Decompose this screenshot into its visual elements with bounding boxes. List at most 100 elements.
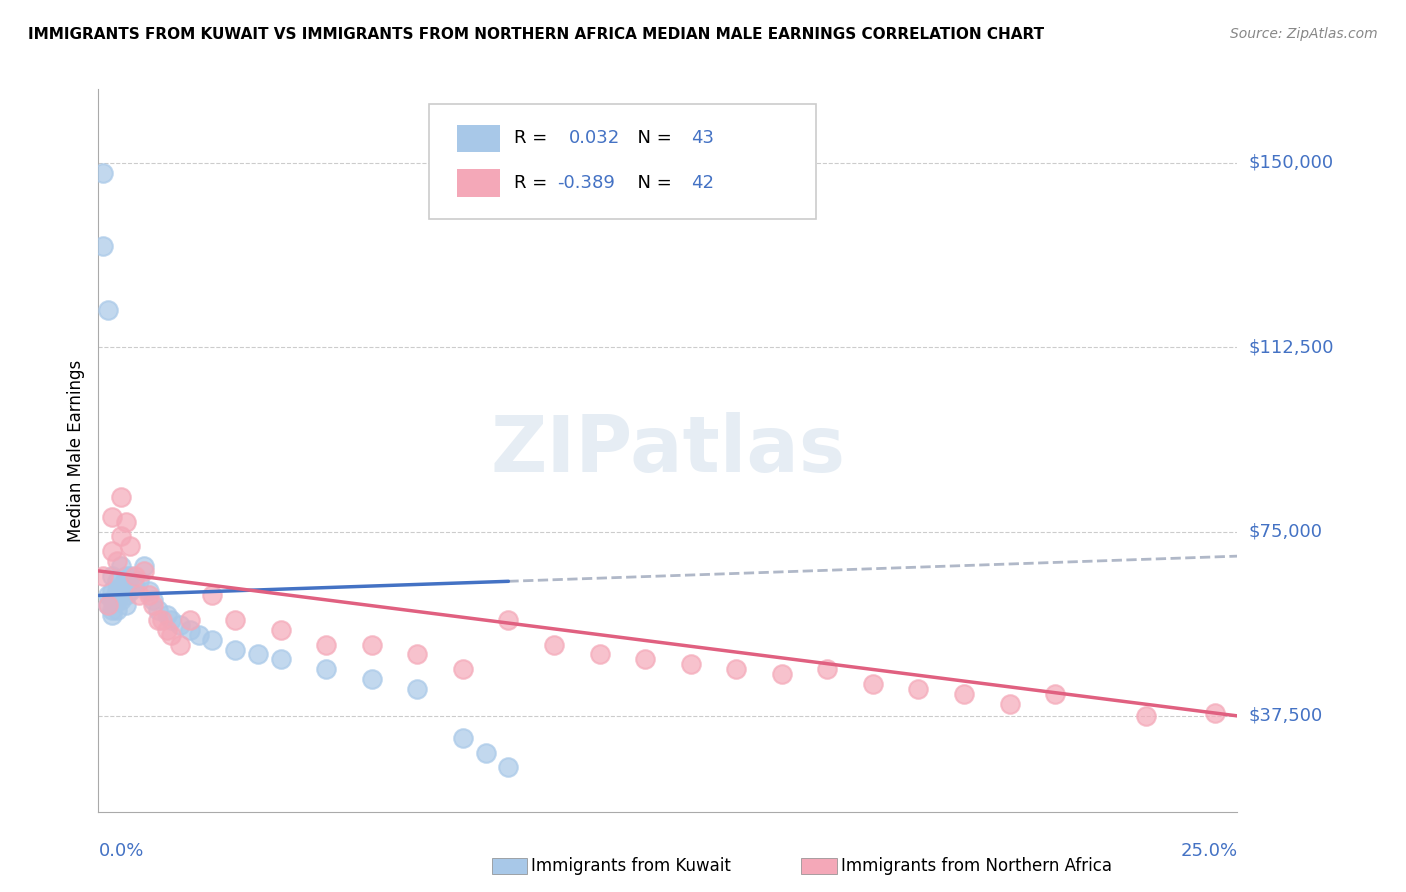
Point [110, 558, 132, 573]
Point [128, 574, 150, 588]
Point [142, 599, 165, 613]
Text: Immigrants from Kuwait: Immigrants from Kuwait [531, 857, 731, 875]
Point [270, 652, 292, 666]
Text: R =: R = [515, 174, 553, 192]
Point [160, 628, 183, 642]
Point [101, 509, 124, 524]
Point [862, 677, 884, 691]
Point [770, 667, 793, 681]
Point [315, 638, 337, 652]
Point [160, 613, 183, 627]
Point [634, 652, 657, 666]
Point [91, 166, 114, 180]
Point [907, 681, 929, 696]
Point [588, 648, 610, 662]
Point [105, 574, 128, 588]
Text: $150,000: $150,000 [1249, 154, 1333, 172]
Point [114, 515, 136, 529]
Point [142, 593, 165, 607]
Text: 0.0%: 0.0% [98, 842, 143, 860]
Point [105, 583, 128, 598]
Point [246, 648, 269, 662]
Point [124, 579, 146, 593]
Point [998, 697, 1021, 711]
Point [406, 681, 429, 696]
Text: R =: R = [515, 129, 553, 147]
Point [110, 529, 132, 543]
Bar [457, 169, 501, 197]
Point [451, 662, 474, 676]
Point [498, 760, 520, 774]
Point [101, 603, 124, 617]
Point [132, 558, 155, 573]
Point [315, 662, 337, 676]
Point [96, 599, 118, 613]
Point [1135, 709, 1157, 723]
Point [953, 687, 976, 701]
Point [150, 613, 173, 627]
Point [91, 239, 114, 253]
Point [120, 583, 142, 598]
Point [120, 569, 142, 583]
Point [179, 623, 201, 637]
Point [224, 613, 246, 627]
Point [201, 632, 224, 647]
Point [110, 490, 132, 504]
Text: Immigrants from Northern Africa: Immigrants from Northern Africa [841, 857, 1112, 875]
Point [105, 554, 128, 568]
Point [101, 608, 124, 623]
Y-axis label: Median Male Earnings: Median Male Earnings [66, 359, 84, 541]
Point [110, 593, 132, 607]
Point [101, 544, 124, 558]
Point [224, 642, 246, 657]
Text: N =: N = [626, 174, 678, 192]
Point [101, 593, 124, 607]
Point [96, 303, 118, 318]
Point [201, 589, 224, 603]
Point [360, 672, 382, 686]
Point [120, 539, 142, 553]
Point [474, 746, 496, 760]
Point [543, 638, 565, 652]
Point [114, 599, 136, 613]
Point [1204, 706, 1226, 721]
Point [105, 593, 128, 607]
Point [498, 613, 520, 627]
FancyBboxPatch shape [429, 103, 815, 219]
Text: N =: N = [626, 129, 678, 147]
Point [406, 648, 429, 662]
Text: ZIPatlas: ZIPatlas [491, 412, 845, 489]
Point [138, 583, 160, 598]
Point [101, 583, 124, 598]
Point [114, 589, 136, 603]
Point [1043, 687, 1066, 701]
Point [124, 569, 146, 583]
Point [179, 613, 201, 627]
Text: -0.389: -0.389 [557, 174, 616, 192]
Point [146, 603, 169, 617]
Text: Source: ZipAtlas.com: Source: ZipAtlas.com [1230, 27, 1378, 41]
Point [96, 599, 118, 613]
Point [132, 564, 155, 578]
Text: IMMIGRANTS FROM KUWAIT VS IMMIGRANTS FROM NORTHERN AFRICA MEDIAN MALE EARNINGS C: IMMIGRANTS FROM KUWAIT VS IMMIGRANTS FRO… [28, 27, 1045, 42]
Point [451, 731, 474, 745]
Point [270, 623, 292, 637]
Point [128, 589, 150, 603]
Point [105, 603, 128, 617]
Text: $112,500: $112,500 [1249, 338, 1334, 356]
Text: $37,500: $37,500 [1249, 706, 1323, 725]
Point [169, 638, 191, 652]
Point [138, 589, 160, 603]
Point [815, 662, 838, 676]
Point [156, 608, 179, 623]
Text: 0.032: 0.032 [569, 129, 620, 147]
Point [156, 623, 179, 637]
Point [725, 662, 748, 676]
Text: 43: 43 [690, 129, 714, 147]
Point [96, 589, 118, 603]
Point [110, 579, 132, 593]
Text: 25.0%: 25.0% [1180, 842, 1237, 860]
Point [679, 657, 702, 672]
Bar [457, 125, 501, 152]
Point [114, 569, 136, 583]
